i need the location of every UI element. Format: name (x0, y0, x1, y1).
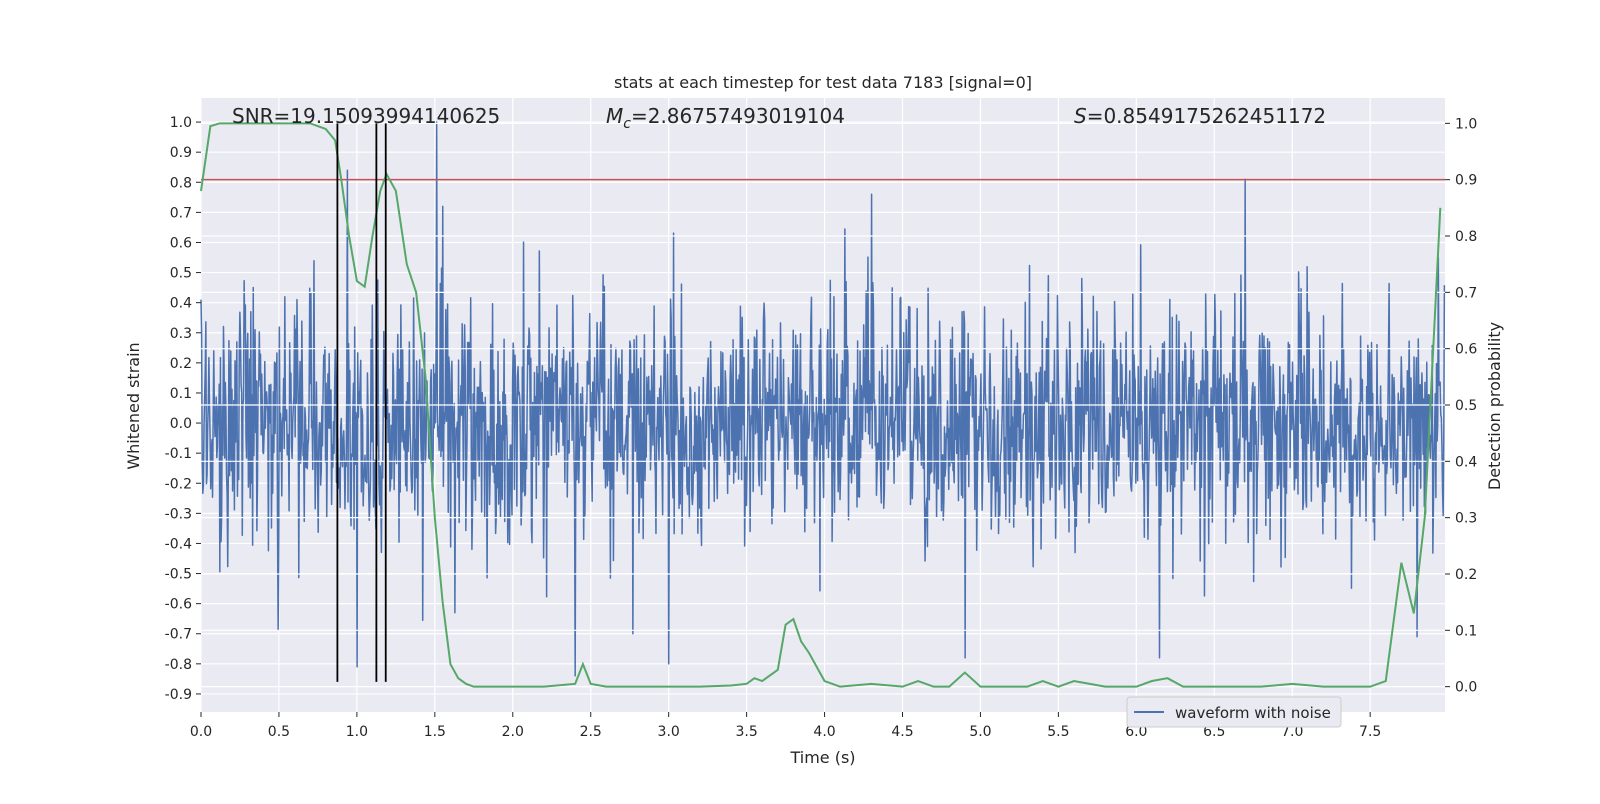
x-tick-label: 0.5 (268, 724, 290, 740)
y-tick-label-left: -0.1 (165, 446, 192, 462)
mc-value: =2.86757493019104 (631, 104, 845, 128)
mc-symbol: M (606, 104, 623, 128)
y-tick-label-left: -0.2 (165, 476, 192, 492)
y-tick-label-right: 0.9 (1455, 173, 1477, 189)
x-tick-label: 2.5 (580, 724, 602, 740)
legend: waveform with noise (1126, 696, 1342, 728)
x-tick-label: 0.0 (190, 724, 212, 740)
y-tick-label-right: 0.6 (1455, 342, 1477, 358)
y-tick-label-left: -0.3 (165, 506, 192, 522)
x-tick-label: 3.5 (735, 724, 757, 740)
y-tick-label-right: 0.0 (1455, 680, 1477, 696)
y-tick-label-left: -0.7 (165, 627, 192, 643)
y-tick-label-left: -0.9 (165, 687, 192, 703)
y-tick-label-left: -0.8 (165, 657, 192, 673)
probability-series (200, 122, 1442, 688)
mc-annotation: Mc=2.86757493019104 (606, 104, 845, 132)
x-tick-label: 7.0 (1281, 724, 1303, 740)
y-tick-label-right: 0.1 (1455, 623, 1477, 639)
y-tick-label-right: 0.5 (1455, 398, 1477, 414)
legend-box (1126, 696, 1342, 728)
x-tick-label: 3.0 (658, 724, 680, 740)
snr-annotation: SNR=19.15093994140625 (232, 104, 500, 128)
x-tick-label: 6.5 (1203, 724, 1225, 740)
y-axis-label-right: Detection probability (1485, 322, 1504, 490)
y-tick-label-left: 0.4 (170, 296, 192, 312)
s-value: =0.8549175262451172 (1087, 104, 1326, 128)
s-symbol: S (1074, 104, 1087, 128)
x-tick-label: 4.5 (891, 724, 913, 740)
y-tick-label-left: 0.2 (170, 356, 192, 372)
s-annotation: S=0.8549175262451172 (1074, 104, 1326, 128)
mc-subscript: c (623, 116, 631, 132)
y-tick-label-left: 0.7 (170, 205, 192, 221)
x-tick-label: 2.0 (502, 724, 524, 740)
y-tick-label-left: 0.6 (170, 235, 192, 251)
y-tick-label-left: 0.5 (170, 266, 192, 282)
x-tick-label: 5.5 (1047, 724, 1069, 740)
waveform-series (200, 121, 1446, 677)
y-tick-label-right: 0.3 (1455, 511, 1477, 527)
x-tick-label: 4.0 (813, 724, 835, 740)
axes: 0.0 0.5 1.0 1.5 2.0 2.5 3.0 3.5 4.0 4.5 5.0 5.5 6.0 6… (165, 115, 1478, 740)
y-tick-label-right: 0.7 (1455, 285, 1477, 301)
y-tick-label-left: -0.6 (165, 597, 192, 613)
x-axis-label: Time (s) (789, 748, 855, 767)
y-tick-label-left: 1.0 (170, 115, 192, 131)
y-tick-label-right: 0.8 (1455, 229, 1477, 245)
waveform-line (200, 121, 1446, 677)
vertical-markers (336, 123, 387, 682)
x-tick-label: 1.5 (424, 724, 446, 740)
legend-label: waveform with noise (1175, 704, 1331, 722)
y-tick-label-left: 0.8 (170, 175, 192, 191)
probability-line (200, 122, 1442, 688)
y-tick-label-right: 1.0 (1455, 116, 1477, 132)
x-tick-label: 6.0 (1125, 724, 1147, 740)
x-tick-label: 5.0 (969, 724, 991, 740)
y-tick-label-left: 0.9 (170, 145, 192, 161)
y-tick-label-left: -0.5 (165, 567, 192, 583)
y-tick-label-right: 0.4 (1455, 454, 1477, 470)
x-tick-label: 1.0 (346, 724, 368, 740)
y-tick-label-left: 0.0 (170, 416, 192, 432)
chart-title: stats at each timestep for test data 718… (614, 73, 1032, 92)
y-tick-label-right: 0.2 (1455, 567, 1477, 583)
y-axis-label-left: Whitened strain (124, 342, 143, 469)
y-tick-label-left: -0.4 (165, 536, 192, 552)
x-tick-label: 7.5 (1359, 724, 1381, 740)
y-tick-label-left: 0.1 (170, 386, 192, 402)
y-tick-label-left: 0.3 (170, 326, 192, 342)
